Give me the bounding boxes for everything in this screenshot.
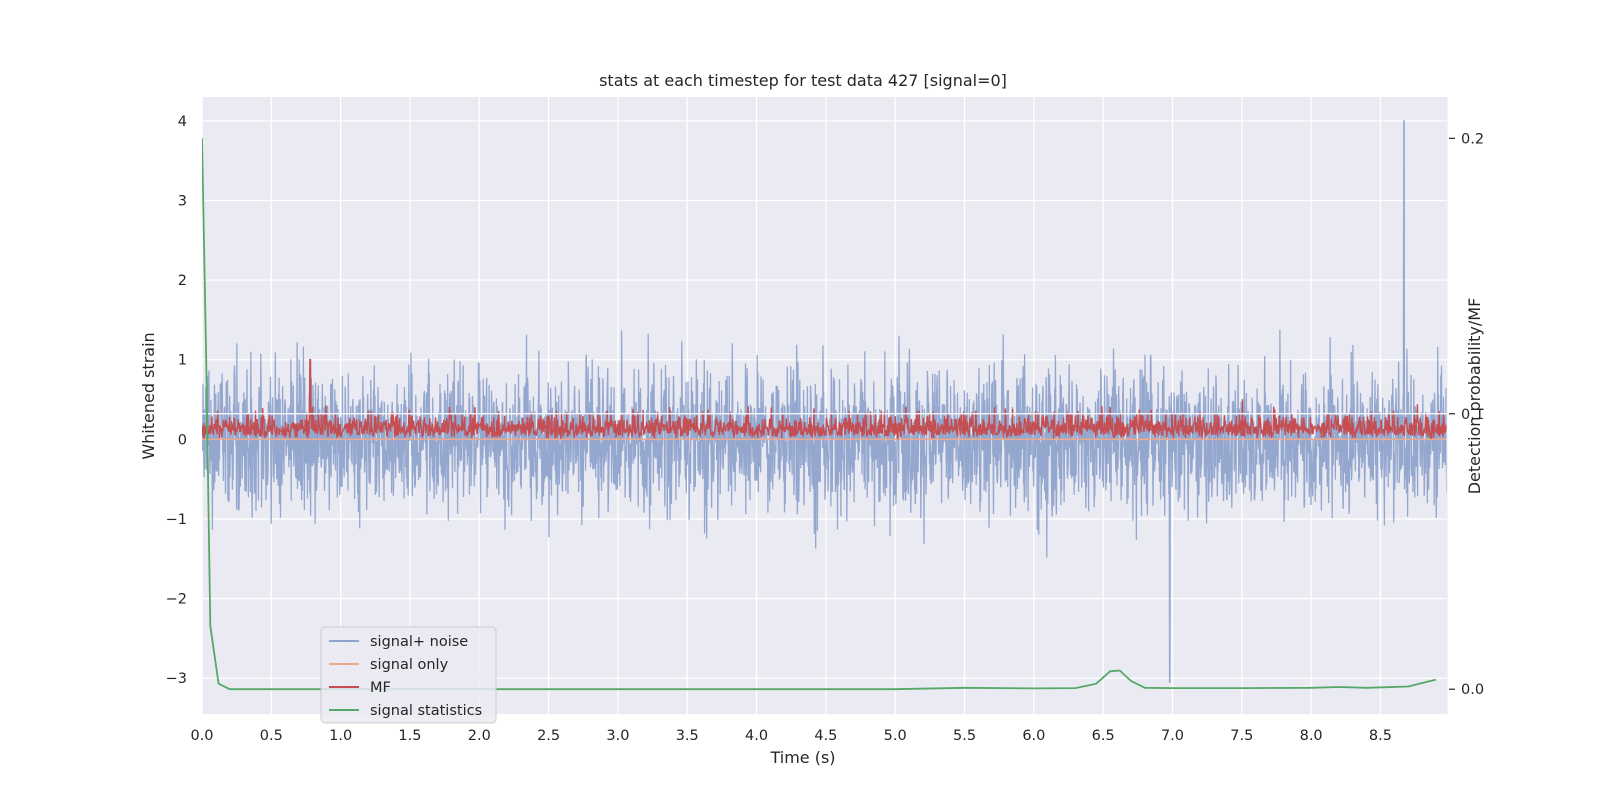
y-tick-label: −3 [166, 671, 187, 687]
y2-tick-label: 0.1 [1461, 407, 1484, 423]
legend: signal+ noise signal only MF signal statist… [320, 626, 497, 724]
x-tick-label: 0.5 [260, 728, 283, 744]
y-tick-label: 3 [178, 193, 187, 209]
y-tick-label: 4 [178, 114, 187, 130]
x-axis: 0.0 0.5 1.0 1.5 2.0 2.5 3.0 3.5 4.0 4.5 5.0 5.5 6.0 6… [190, 728, 1392, 744]
y-axis-label: Whitened strain [139, 332, 158, 459]
x-tick-label: 0.0 [190, 728, 213, 744]
x-tick-label: 1.0 [329, 728, 352, 744]
x-tick-label: 2.0 [468, 728, 491, 744]
x-tick-label: 5.0 [884, 728, 907, 744]
x-tick-label: 8.5 [1369, 728, 1392, 744]
y2-tick-label: 0.2 [1461, 131, 1484, 147]
y-tick-label: 2 [178, 273, 187, 289]
y2-axis: 0.2 0.1 0.0 [1446, 97, 1484, 714]
x-tick-label: 6.0 [1022, 728, 1045, 744]
legend-entry: MF [370, 680, 391, 696]
x-tick-label: 5.5 [953, 728, 976, 744]
y-tick-label: 1 [178, 353, 187, 369]
x-tick-label: 7.5 [1230, 728, 1253, 744]
x-tick-label: 4.5 [814, 728, 837, 744]
x-tick-label: 3.5 [676, 728, 699, 744]
y-tick-label: 0 [178, 432, 187, 448]
x-tick-label: 6.5 [1092, 728, 1115, 744]
x-tick-label: 4.0 [745, 728, 768, 744]
series-signal-statistics [202, 138, 1437, 691]
y2-axis-label: Detection probability/MF [1465, 298, 1484, 495]
y2-tick-label: 0.0 [1461, 682, 1484, 698]
x-tick-label: 1.5 [398, 728, 421, 744]
y-tick-label: −1 [166, 512, 187, 528]
legend-entry: signal statistics [370, 703, 482, 719]
legend-entry: signal only [370, 657, 449, 673]
legend-box [320, 626, 497, 724]
legend-entry: signal+ noise [370, 634, 468, 650]
y-axis: 4 3 2 1 0 −1 −2 −3 [166, 114, 187, 687]
x-tick-label: 3.0 [606, 728, 629, 744]
x-tick-label: 7.0 [1161, 728, 1184, 744]
x-tick-label: 8.0 [1300, 728, 1323, 744]
chart-title: stats at each timestep for test data 427… [599, 71, 1007, 90]
y-tick-label: −2 [166, 592, 187, 608]
x-axis-label: Time (s) [769, 748, 835, 767]
series-mf [202, 359, 1447, 440]
x-tick-label: 2.5 [537, 728, 560, 744]
plot-area [201, 97, 1447, 714]
